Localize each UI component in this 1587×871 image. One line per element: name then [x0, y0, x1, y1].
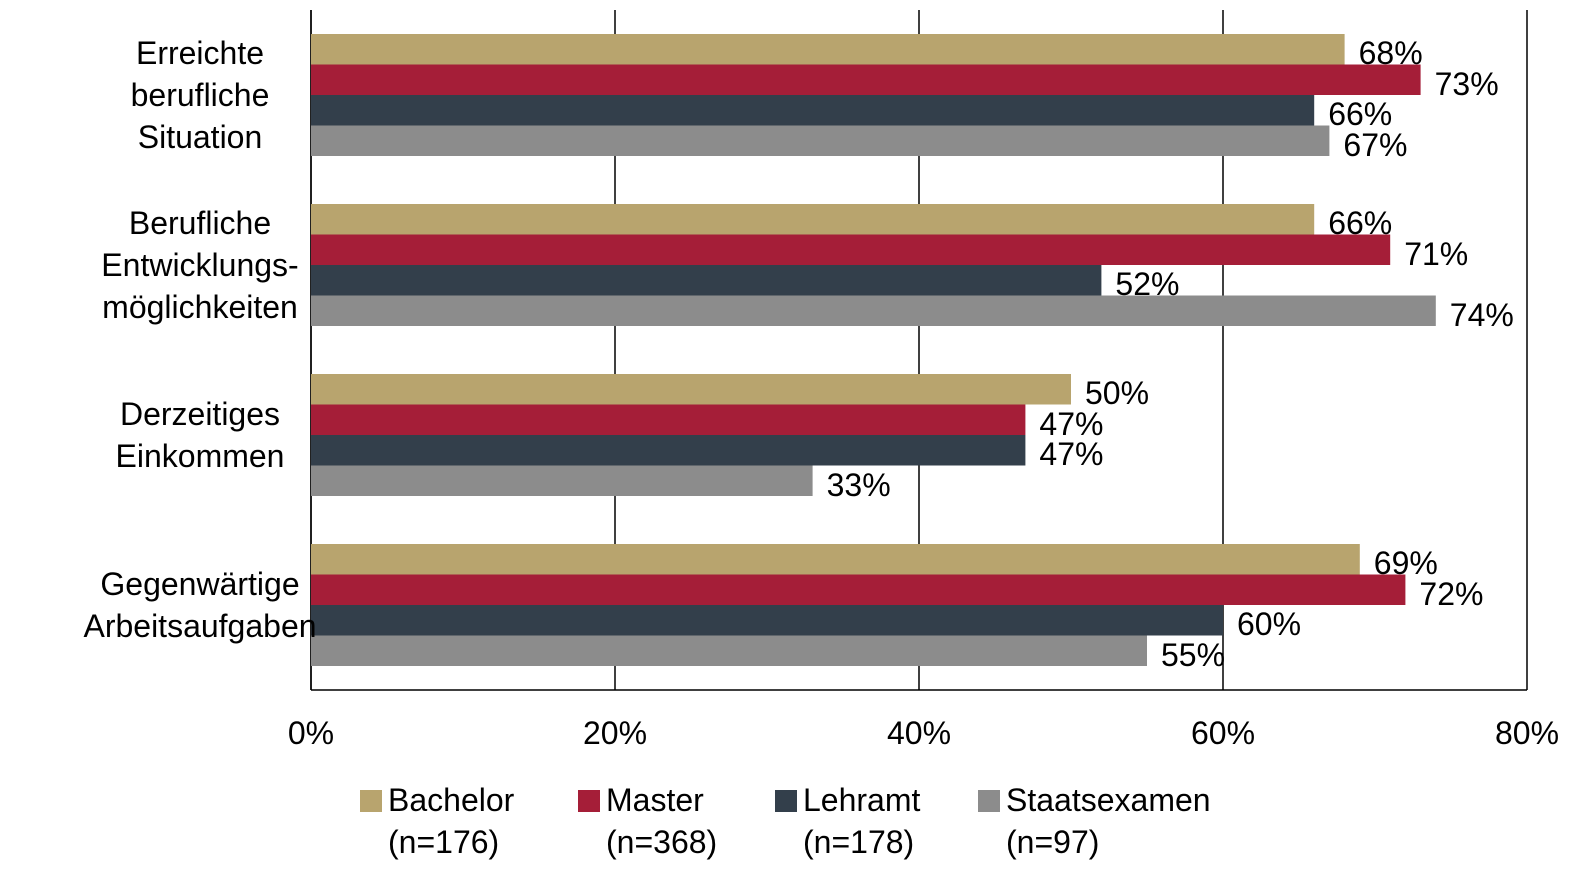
- data-label: 60%: [1237, 606, 1302, 643]
- bar: [311, 544, 1360, 575]
- bar: [311, 234, 1391, 265]
- x-tick-label: 60%: [1190, 715, 1256, 751]
- x-tick-label: 80%: [1494, 715, 1560, 751]
- bar: [311, 374, 1071, 405]
- bar: [311, 95, 1315, 126]
- data-label: 47%: [1039, 436, 1104, 473]
- data-label: 69%: [1373, 545, 1438, 582]
- data-label: 72%: [1419, 575, 1484, 612]
- data-label: 47%: [1039, 405, 1104, 442]
- y-tick-label: Erreichte berufliche Situation: [130, 35, 270, 155]
- data-label: 67%: [1343, 126, 1408, 163]
- bar: [311, 34, 1345, 65]
- legend-label: Bachelor (n=176): [388, 782, 515, 860]
- data-label: 55%: [1161, 636, 1226, 673]
- bar: [311, 125, 1330, 156]
- bar: [311, 265, 1102, 296]
- data-label: 71%: [1404, 235, 1469, 272]
- bar: [311, 605, 1223, 636]
- y-tick-label: Gegenwärtige Arbeitsaufgaben: [83, 566, 317, 644]
- bar: [311, 404, 1026, 435]
- y-tick-label: Berufliche Entwicklungs- möglichkeiten: [101, 205, 299, 325]
- data-label: 50%: [1085, 375, 1150, 412]
- x-tick-label: 0%: [287, 715, 335, 751]
- legend-label: Master (n=368): [606, 782, 718, 860]
- data-label: 33%: [826, 466, 891, 503]
- legend-swatch: [578, 790, 600, 812]
- x-tick-label: 20%: [582, 715, 648, 751]
- data-label: 68%: [1358, 35, 1423, 72]
- bar: [311, 204, 1315, 235]
- legend-label: Lehramt (n=178): [803, 782, 921, 860]
- legend-swatch: [978, 790, 1000, 812]
- data-label: 52%: [1115, 266, 1180, 303]
- data-label: 73%: [1434, 65, 1499, 102]
- data-label: 66%: [1328, 96, 1393, 133]
- bar: [311, 64, 1421, 95]
- bar: [311, 635, 1147, 666]
- data-label: 74%: [1449, 296, 1514, 333]
- bar: [311, 574, 1406, 605]
- legend-label: Staatsexamen (n=97): [1006, 782, 1211, 860]
- legend-swatch: [775, 790, 797, 812]
- y-tick-label: Derzeitiges Einkommen: [115, 396, 285, 474]
- data-label: 66%: [1328, 205, 1393, 242]
- bar: [311, 465, 813, 496]
- legend-swatch: [360, 790, 382, 812]
- bar: [311, 295, 1436, 326]
- bar: [311, 435, 1026, 466]
- x-tick-label: 40%: [886, 715, 952, 751]
